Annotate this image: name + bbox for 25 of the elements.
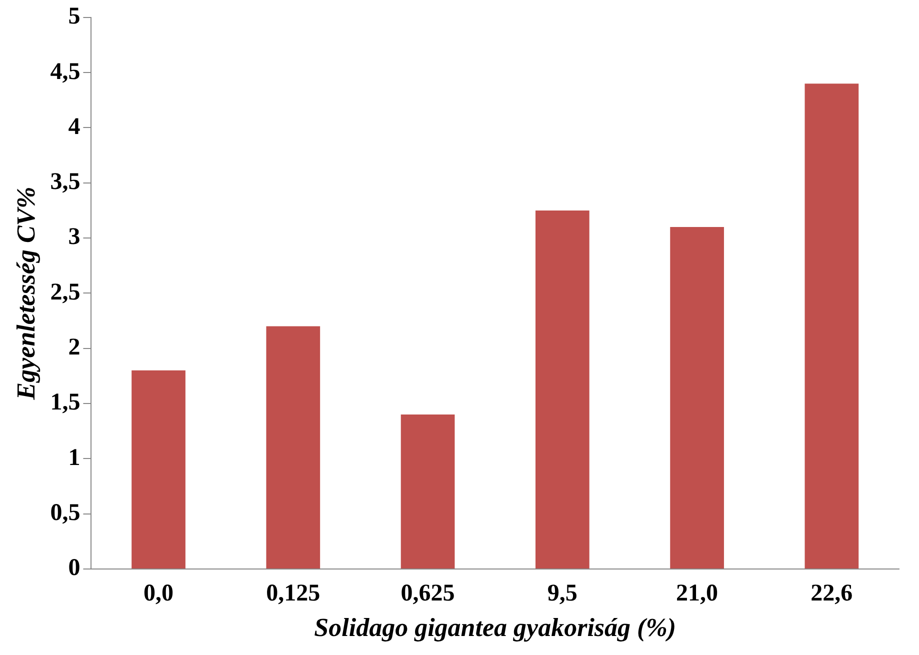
x-axis-title: Solidago gigantea gyakoriság (%) — [314, 613, 676, 642]
y-tick-label: 1,5 — [50, 390, 80, 416]
y-tick-label: 0,5 — [50, 500, 80, 526]
y-tick-label: 2,5 — [50, 279, 80, 306]
x-tick-label: 21,0 — [676, 580, 718, 607]
x-tick-label: 9,5 — [547, 580, 578, 607]
y-axis-title: Egyenletesség CV% — [11, 186, 40, 401]
x-tick-label: 0,125 — [266, 580, 320, 607]
bar — [266, 326, 320, 568]
y-tick-label: 4 — [68, 114, 80, 140]
bar — [804, 84, 859, 568]
y-tick-label: 1 — [68, 444, 80, 471]
y-tick-label: 3 — [68, 224, 80, 250]
y-tick-label: 5 — [68, 4, 80, 30]
y-tick-label: 0 — [68, 555, 80, 582]
y-tick-label: 2 — [68, 334, 80, 361]
x-tick-label: 0,0 — [144, 580, 174, 607]
y-tick-label: 4,5 — [50, 58, 80, 85]
bar — [535, 210, 590, 568]
y-tick-label: 3,5 — [50, 169, 80, 196]
bar — [670, 227, 724, 568]
bar — [132, 370, 186, 568]
bar — [400, 414, 455, 568]
x-tick-label: 0,625 — [400, 580, 455, 607]
x-tick-label: 22,6 — [810, 580, 853, 607]
